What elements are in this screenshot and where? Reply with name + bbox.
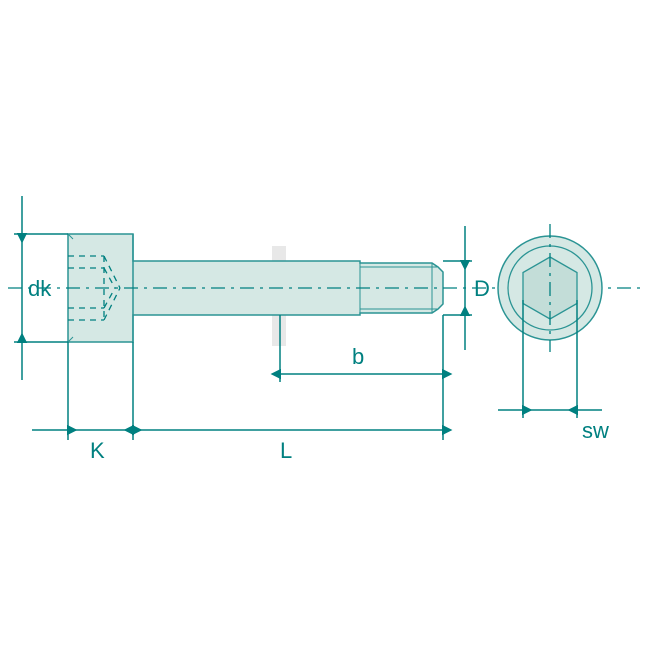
label-D: D	[474, 276, 490, 302]
diagram-svg	[0, 0, 650, 650]
label-dk: dk	[28, 276, 51, 302]
diagram-canvas: dk K L b D sw	[0, 0, 650, 650]
dim-K-L	[32, 342, 443, 440]
label-K: K	[90, 438, 105, 464]
label-b: b	[352, 344, 364, 370]
label-L: L	[280, 438, 292, 464]
label-sw: sw	[582, 418, 609, 444]
bolt-end-view	[498, 224, 602, 352]
